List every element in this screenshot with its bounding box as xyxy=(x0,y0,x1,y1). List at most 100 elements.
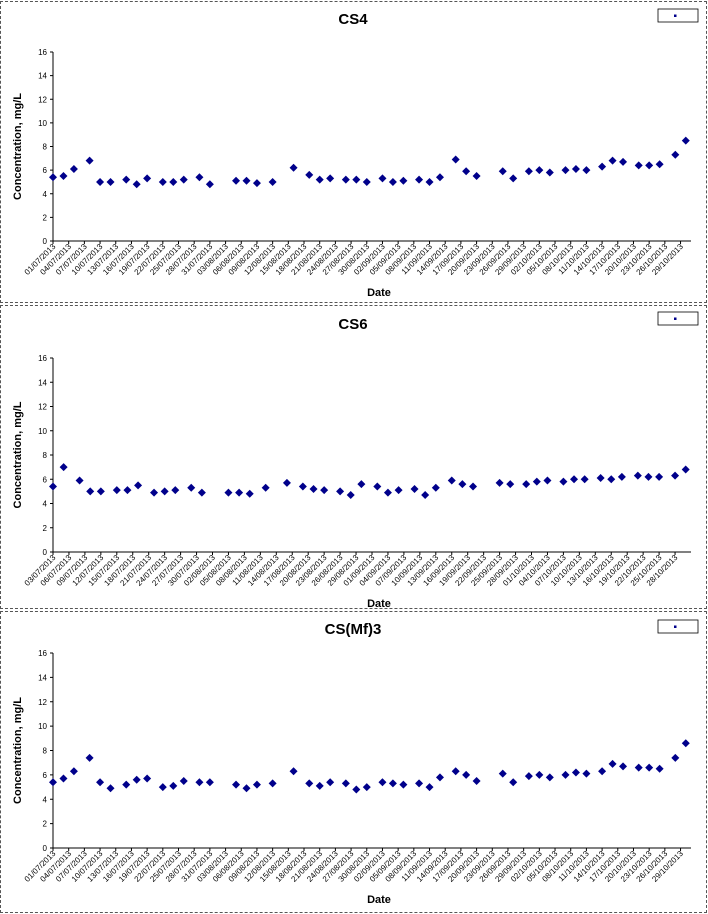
chart-title: CS4 xyxy=(338,11,368,28)
data-point xyxy=(570,475,579,484)
data-point xyxy=(561,770,570,779)
data-point xyxy=(535,770,544,779)
chart-panel-cs4: CS4 0 2 4 6 8 10 12 14 16 Concentration, mg/L 01/07… xyxy=(0,1,707,303)
data-point xyxy=(607,475,616,484)
data-point xyxy=(341,779,350,788)
data-point xyxy=(582,166,591,175)
data-point xyxy=(235,488,244,497)
data-point xyxy=(435,773,444,782)
data-point xyxy=(232,176,241,185)
data-point xyxy=(415,175,424,184)
data-point xyxy=(75,476,84,485)
data-point xyxy=(373,482,382,491)
data-point xyxy=(524,772,533,781)
chart-title: CS6 xyxy=(338,316,367,333)
y-tick-label: 6 xyxy=(43,475,48,484)
data-point xyxy=(469,482,478,491)
y-tick-label: 10 xyxy=(38,427,47,436)
y-tick-label: 12 xyxy=(38,95,47,104)
data-point xyxy=(232,780,241,789)
data-point xyxy=(315,175,324,184)
data-point xyxy=(179,776,188,785)
x-axis-label: Date xyxy=(367,287,391,299)
data-point xyxy=(252,780,261,789)
data-point xyxy=(197,488,206,497)
data-point xyxy=(242,784,251,793)
data-point xyxy=(86,487,95,496)
y-tick-label: 12 xyxy=(38,698,47,707)
data-point xyxy=(472,776,481,785)
data-point xyxy=(252,179,261,188)
data-point xyxy=(447,476,456,485)
data-point xyxy=(242,176,251,185)
data-point xyxy=(633,471,642,480)
data-point xyxy=(608,759,617,768)
data-point xyxy=(598,767,607,776)
y-tick-label: 2 xyxy=(43,213,48,222)
data-point xyxy=(123,486,132,495)
data-point xyxy=(598,162,607,171)
data-point xyxy=(378,778,387,787)
data-point xyxy=(179,175,188,184)
data-point xyxy=(320,486,329,495)
legend xyxy=(657,8,699,23)
data-point xyxy=(326,778,335,787)
data-point xyxy=(341,175,350,184)
data-point xyxy=(49,482,57,491)
y-tick-label: 2 xyxy=(43,820,48,829)
data-point xyxy=(112,486,121,495)
y-tick-label: 4 xyxy=(43,190,48,199)
data-point xyxy=(205,180,214,189)
data-point xyxy=(305,170,314,179)
y-axis-label: Concentration, mg/L xyxy=(12,401,24,508)
data-point xyxy=(619,762,628,771)
data-point xyxy=(69,767,78,776)
data-point xyxy=(169,781,178,790)
y-tick-label: 12 xyxy=(38,403,47,412)
data-point xyxy=(289,767,298,776)
y-axis-label: Concentration, mg/L xyxy=(12,697,24,804)
data-point xyxy=(309,484,318,493)
data-point xyxy=(346,491,355,500)
data-point xyxy=(580,475,589,484)
data-point xyxy=(96,177,105,186)
data-point xyxy=(224,488,233,497)
y-tick-label: 16 xyxy=(38,48,47,57)
data-point xyxy=(645,161,654,170)
y-tick-label: 10 xyxy=(38,119,47,128)
data-point xyxy=(532,477,541,486)
y-axis-label: Concentration, mg/L xyxy=(12,93,24,200)
data-point xyxy=(205,778,214,787)
y-tick-label: 14 xyxy=(38,673,47,682)
data-point xyxy=(498,167,507,176)
data-point xyxy=(399,176,408,185)
data-point xyxy=(535,166,544,175)
data-point xyxy=(644,472,653,481)
legend-box xyxy=(657,8,699,23)
data-point xyxy=(608,156,617,165)
data-point xyxy=(169,177,178,186)
legend-marker xyxy=(674,14,677,17)
y-tick-label: 0 xyxy=(43,844,48,853)
data-point xyxy=(378,174,387,183)
data-point xyxy=(315,781,324,790)
data-point xyxy=(509,778,518,787)
data-point xyxy=(545,773,554,782)
y-tick-label: 6 xyxy=(43,771,48,780)
data-point xyxy=(96,778,105,787)
data-point xyxy=(462,770,471,779)
legend-box xyxy=(657,619,699,634)
legend-marker xyxy=(674,317,677,320)
data-point xyxy=(571,768,580,777)
data-point xyxy=(132,775,141,784)
data-point xyxy=(498,769,507,778)
data-point xyxy=(561,166,570,175)
data-point xyxy=(49,173,57,182)
data-point xyxy=(431,483,440,492)
data-point xyxy=(655,160,664,169)
data-point xyxy=(150,488,159,497)
data-point xyxy=(522,480,531,489)
data-point xyxy=(472,172,481,181)
